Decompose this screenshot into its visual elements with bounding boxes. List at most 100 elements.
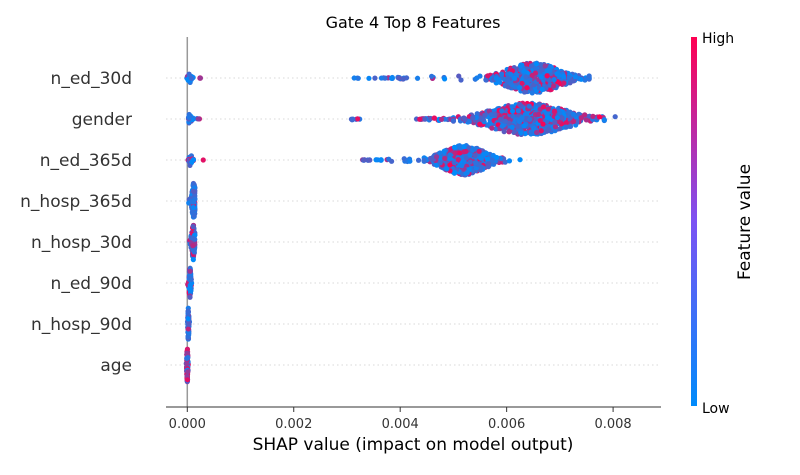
shap-point: [366, 75, 372, 81]
shap-point: [547, 77, 553, 84]
shap-point: [489, 125, 495, 131]
shap-point: [499, 123, 505, 129]
shap-point: [552, 119, 558, 125]
shap-point: [484, 156, 490, 162]
shap-point: [533, 70, 539, 76]
shap-point: [551, 77, 557, 83]
shap-point: [506, 158, 513, 164]
shap-point: [542, 63, 548, 69]
shap-point: [378, 75, 385, 81]
shap-point: [444, 166, 450, 172]
shap-point: [407, 158, 413, 164]
shap-point: [544, 115, 551, 121]
shap-point: [578, 76, 584, 82]
shap-point: [474, 75, 480, 81]
shap-point: [521, 68, 527, 74]
shap-point: [539, 86, 545, 93]
shap-point: [459, 163, 465, 169]
shap-point: [485, 161, 491, 167]
shap-point: [184, 377, 191, 383]
shap-point: [516, 85, 523, 91]
shap-point: [447, 152, 453, 158]
shap-point: [556, 119, 562, 125]
shap-point: [190, 188, 197, 194]
shap-point: [583, 117, 589, 123]
shap-point: [537, 117, 543, 124]
shap-point: [544, 73, 550, 79]
feature-label: n_hosp_30d: [31, 233, 132, 253]
shap-point: [197, 75, 204, 81]
shap-point: [185, 316, 191, 322]
shap-point: [191, 199, 197, 205]
shap-point: [556, 72, 562, 79]
shap-point: [187, 294, 193, 300]
shap-point: [442, 155, 448, 161]
shap-point: [563, 120, 569, 126]
shap-point: [472, 152, 478, 159]
shap-point: [483, 150, 490, 156]
x-axis-title: SHAP value (impact on model output): [253, 435, 574, 455]
shap-point: [190, 204, 196, 211]
x-tick-label: 0.002: [275, 417, 312, 432]
beeswarm-points: [183, 60, 618, 385]
shap-point: [188, 75, 194, 81]
shap-point: [456, 73, 462, 79]
shap-point: [185, 308, 191, 315]
shap-point: [527, 116, 533, 122]
shap-point: [467, 159, 473, 165]
chart-title: Gate 4 Top 8 Features: [326, 13, 501, 32]
shap-point: [429, 73, 435, 79]
shap-point: [560, 73, 567, 79]
x-tick-label: 0.008: [594, 417, 631, 432]
shap-point: [474, 111, 480, 117]
shap-point: [515, 108, 521, 114]
shap-point: [532, 65, 538, 71]
shap-point: [437, 150, 443, 156]
shap-point: [350, 116, 356, 122]
shap-point: [570, 111, 577, 117]
feature-label: n_ed_90d: [51, 274, 132, 294]
shap-point: [485, 73, 491, 79]
shap-point: [184, 361, 190, 367]
shap-point: [458, 77, 464, 83]
shap-point: [567, 123, 574, 129]
shap-point: [450, 118, 457, 124]
shap-point: [372, 75, 378, 81]
shap-point: [442, 76, 448, 82]
shap-point: [461, 144, 467, 150]
shap-point: [590, 113, 596, 119]
shap-point: [540, 104, 547, 110]
shap-point: [570, 118, 577, 124]
shap-point: [461, 115, 467, 121]
shap-point: [563, 124, 569, 130]
shap-point: [501, 129, 507, 135]
shap-point: [512, 128, 518, 135]
shap-point: [519, 80, 525, 86]
shap-point: [517, 63, 524, 69]
shap-point: [544, 67, 550, 74]
shap-point: [190, 257, 196, 263]
shap-point: [417, 116, 423, 122]
shap-point: [509, 104, 515, 110]
shap-point: [545, 110, 551, 116]
shap-point: [557, 126, 563, 132]
shap-point: [433, 154, 440, 160]
shap-point: [511, 75, 518, 81]
shap-point: [494, 154, 500, 161]
shap-point: [499, 108, 505, 114]
shap-point: [586, 73, 592, 79]
shap-point: [466, 118, 472, 125]
shap-point: [477, 115, 483, 121]
shap-point: [554, 115, 560, 121]
shap-point: [517, 101, 523, 108]
shap-point: [185, 334, 191, 340]
shap-point: [517, 157, 523, 163]
shap-point: [545, 106, 551, 112]
shap-point: [467, 152, 473, 158]
shap-point: [415, 157, 422, 163]
shap-point: [189, 209, 195, 215]
shap-point: [518, 130, 524, 136]
shap-point: [451, 160, 457, 166]
feature-label: n_ed_365d: [40, 151, 132, 171]
